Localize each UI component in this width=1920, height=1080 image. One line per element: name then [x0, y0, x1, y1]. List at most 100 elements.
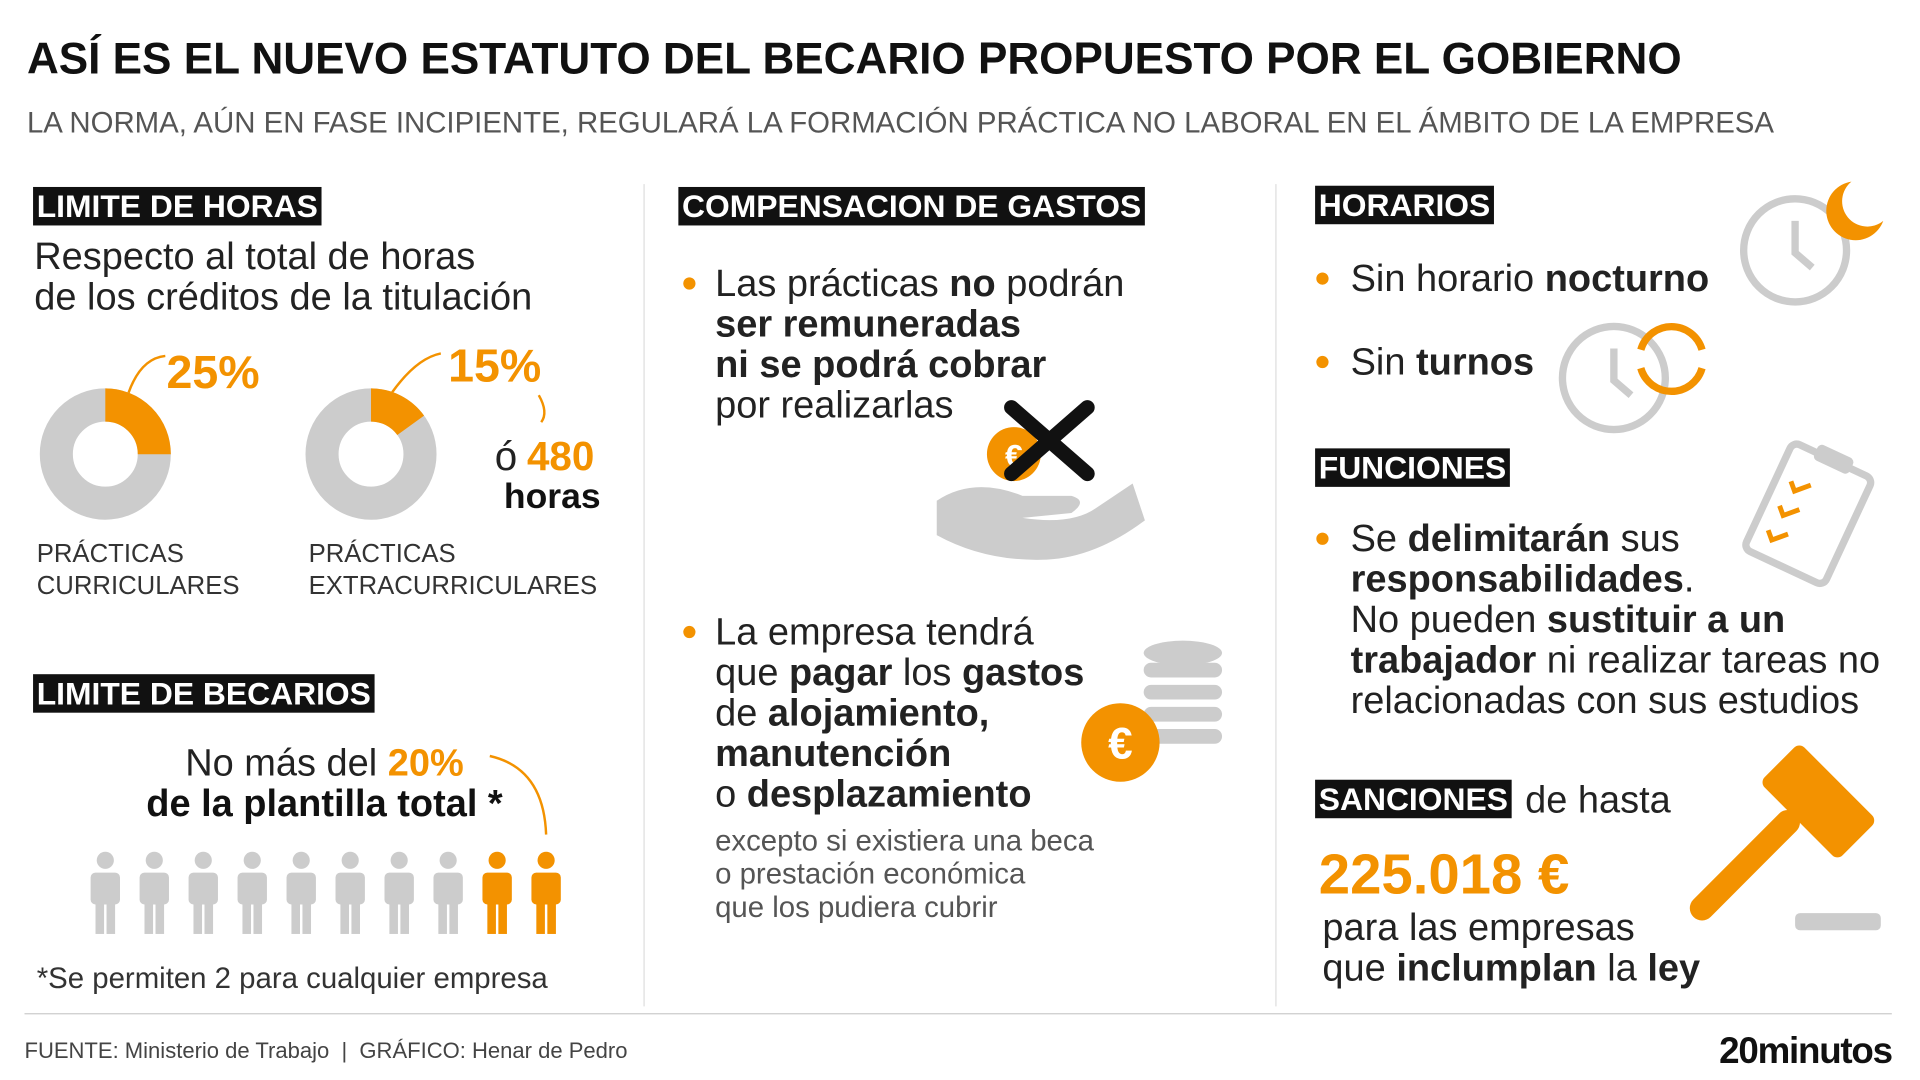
text-line: que pagar los gastos	[715, 652, 1084, 694]
person-icon	[188, 851, 218, 934]
text-line: para las empresas	[1322, 907, 1634, 949]
label-box	[678, 186, 1145, 226]
text-run: sus	[1610, 518, 1680, 560]
person-body	[139, 872, 169, 905]
person-head	[145, 851, 163, 869]
bold-text: pagar	[789, 652, 893, 694]
text-run: que los pudiera cubrir	[715, 891, 998, 924]
person-head	[341, 851, 359, 869]
logo: 20minutos	[1719, 1030, 1892, 1071]
person-leg	[95, 899, 105, 934]
title: ASÍ ES EL NUEVO ESTATUTO DEL BECARIO PRO…	[27, 34, 1682, 84]
text-line: Respecto al total de horas	[34, 236, 475, 278]
text-line: de los créditos de la titulación	[34, 276, 532, 318]
text-line: ni se podrá cobrar	[715, 344, 1046, 386]
person-leg	[389, 899, 398, 934]
text-run: por realizarlas	[715, 384, 953, 426]
section-label: FUNCIONES	[1319, 450, 1506, 486]
donut-arc	[305, 388, 437, 520]
label-box	[1315, 448, 1510, 487]
person-head	[439, 851, 457, 869]
text-line: Se delimitarán sus	[1351, 518, 1680, 560]
person-leg	[302, 899, 312, 934]
person-body	[237, 872, 267, 905]
text-run: de	[715, 692, 768, 734]
person-leg	[449, 899, 458, 934]
text-run: .	[1684, 559, 1695, 601]
text-line: o prestación económica	[715, 858, 1026, 891]
person-leg	[487, 899, 496, 934]
person-leg	[193, 899, 203, 934]
becarios-line: de la plantilla total *	[146, 783, 503, 825]
bold-text: sustituir a un	[1547, 599, 1785, 641]
hand-coin-icon: €	[936, 400, 1145, 560]
donut-arc	[39, 388, 171, 520]
text-line: que inclumplan la ley	[1322, 948, 1700, 990]
text-run: los	[892, 652, 962, 694]
source: FUENTE: Ministerio de Trabajo | GRÁFICO:…	[24, 1038, 627, 1063]
person-body	[384, 872, 414, 905]
bold-text: nocturno	[1545, 258, 1709, 300]
text-run: excepto si existiera una beca	[715, 824, 1094, 857]
person-leg	[242, 899, 252, 934]
text-line: Sin horario nocturno	[1351, 258, 1710, 300]
person-body	[90, 872, 120, 905]
person-leg	[106, 899, 116, 934]
text-run: que	[1322, 948, 1396, 990]
text-run: relacionadas con sus estudios	[1351, 680, 1860, 722]
text-line: La empresa tendrá	[715, 611, 1034, 653]
person-leg	[155, 899, 165, 934]
bullet	[683, 277, 696, 290]
person-leg	[400, 899, 409, 934]
text-run: Respecto al total de horas	[34, 236, 475, 278]
text-line: Las prácticas no podrán	[715, 263, 1124, 305]
person-head	[96, 851, 114, 869]
person-leg	[291, 899, 300, 934]
person-head	[194, 851, 212, 869]
section-label: LIMITE DE HORAS	[37, 188, 318, 224]
svg-text:€: €	[1108, 719, 1133, 768]
person-leg	[547, 899, 556, 934]
sanciones-after: de hasta	[1525, 779, 1671, 821]
person-head	[243, 851, 261, 869]
section-label: SANCIONES	[1319, 781, 1508, 817]
person-leg	[351, 899, 360, 934]
person-head	[488, 851, 506, 869]
text-line: trabajador ni realizar tareas no	[1351, 640, 1881, 682]
bold-text: trabajador	[1351, 640, 1537, 682]
donut-caption: CURRICULARES	[37, 572, 240, 600]
donut-caption: PRÁCTICAS	[309, 539, 456, 568]
bullet	[1316, 532, 1329, 545]
bold-text: delimitarán	[1408, 518, 1611, 560]
leader	[127, 354, 166, 394]
alt-unit: horas	[504, 476, 601, 516]
person-head	[537, 851, 555, 869]
person-leg	[438, 899, 447, 934]
label-box	[1315, 779, 1512, 819]
person-body	[433, 872, 463, 905]
bullet	[1316, 355, 1329, 369]
person-icon	[90, 851, 120, 934]
text-run: ni realizar tareas no	[1536, 640, 1880, 682]
person-icon	[335, 851, 365, 934]
sanciones-amount: 225.018 €	[1319, 842, 1570, 905]
donut-caption: EXTRACURRICULARES	[309, 572, 598, 600]
bold-text: manutención	[715, 733, 951, 775]
person-leg	[204, 899, 214, 934]
bold-text: turnos	[1416, 341, 1534, 383]
person-body	[531, 872, 561, 905]
gavel-icon	[1689, 745, 1881, 931]
text-run: No más del	[185, 743, 388, 785]
leader	[537, 394, 546, 423]
person-icon	[531, 851, 561, 934]
text-line: ser remuneradas	[715, 303, 1021, 345]
text-line: excepto si existiera una beca	[715, 824, 1094, 857]
text-line: por realizarlas	[715, 384, 953, 426]
becarios-pct: 20%	[388, 743, 464, 785]
person-leg	[340, 899, 349, 934]
bold-text: gastos	[962, 652, 1084, 694]
text-line: de alojamiento,	[715, 692, 989, 734]
bold-text: responsabilidades	[1351, 559, 1684, 601]
person-icon	[286, 851, 316, 934]
bold-text: desplazamiento	[747, 773, 1032, 815]
